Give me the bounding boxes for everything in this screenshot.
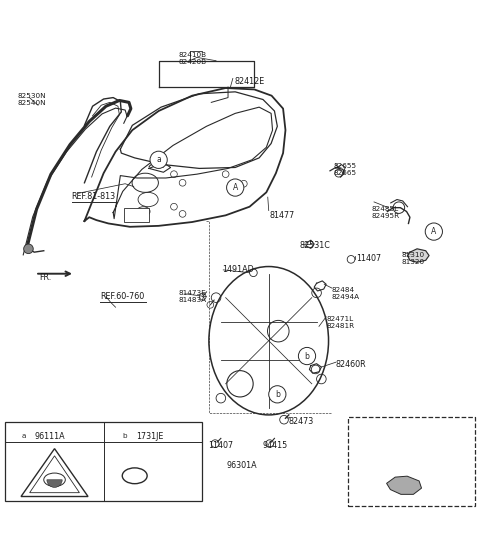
Text: 81473E
81483A: 81473E 81483A — [179, 290, 207, 303]
Text: 81310
81320: 81310 81320 — [402, 252, 425, 265]
Circle shape — [425, 223, 443, 240]
Text: 94415: 94415 — [263, 441, 288, 449]
Circle shape — [227, 179, 244, 196]
Text: 82473: 82473 — [289, 417, 314, 426]
Text: 82531C: 82531C — [300, 241, 331, 251]
Text: a: a — [156, 155, 161, 164]
Text: 82530N
82540N: 82530N 82540N — [17, 92, 46, 105]
Text: b: b — [275, 390, 280, 399]
Text: 1491AD: 1491AD — [222, 265, 253, 275]
Text: 96111A: 96111A — [34, 432, 65, 441]
Circle shape — [269, 385, 286, 403]
Text: REF.60-760: REF.60-760 — [100, 292, 144, 301]
Text: 82484
82494A: 82484 82494A — [332, 287, 360, 300]
Text: A: A — [431, 227, 436, 236]
Text: 82655
82665: 82655 82665 — [333, 163, 357, 176]
Text: b: b — [123, 433, 128, 439]
Text: 96301A: 96301A — [227, 461, 257, 470]
Text: 11407: 11407 — [356, 254, 381, 263]
Text: 82460R: 82460R — [336, 360, 366, 369]
Text: 82412E: 82412E — [234, 77, 264, 86]
Text: 82410B
82420B: 82410B 82420B — [179, 52, 207, 65]
Text: 11407: 11407 — [208, 441, 234, 449]
Text: FR.: FR. — [39, 273, 51, 282]
Text: 82450L
82460R: 82450L 82460R — [359, 436, 387, 449]
Text: 81477: 81477 — [270, 211, 295, 220]
Circle shape — [24, 244, 33, 253]
Text: b: b — [305, 351, 310, 360]
Text: REF.81-813: REF.81-813 — [72, 192, 116, 201]
Polygon shape — [408, 249, 429, 262]
Circle shape — [16, 429, 31, 443]
Text: 82471L
82481R: 82471L 82481R — [326, 316, 354, 329]
Circle shape — [150, 151, 167, 168]
FancyBboxPatch shape — [5, 422, 202, 501]
Text: A: A — [233, 183, 238, 192]
Circle shape — [118, 429, 132, 443]
Polygon shape — [386, 476, 421, 495]
Text: 82485L
82495R: 82485L 82495R — [372, 206, 400, 219]
Text: 1731JE: 1731JE — [136, 432, 163, 441]
Circle shape — [299, 348, 316, 365]
Text: (SAFETY): (SAFETY) — [359, 423, 395, 432]
FancyBboxPatch shape — [124, 208, 149, 222]
FancyBboxPatch shape — [348, 417, 475, 506]
Wedge shape — [47, 480, 62, 487]
Text: a: a — [22, 433, 26, 439]
